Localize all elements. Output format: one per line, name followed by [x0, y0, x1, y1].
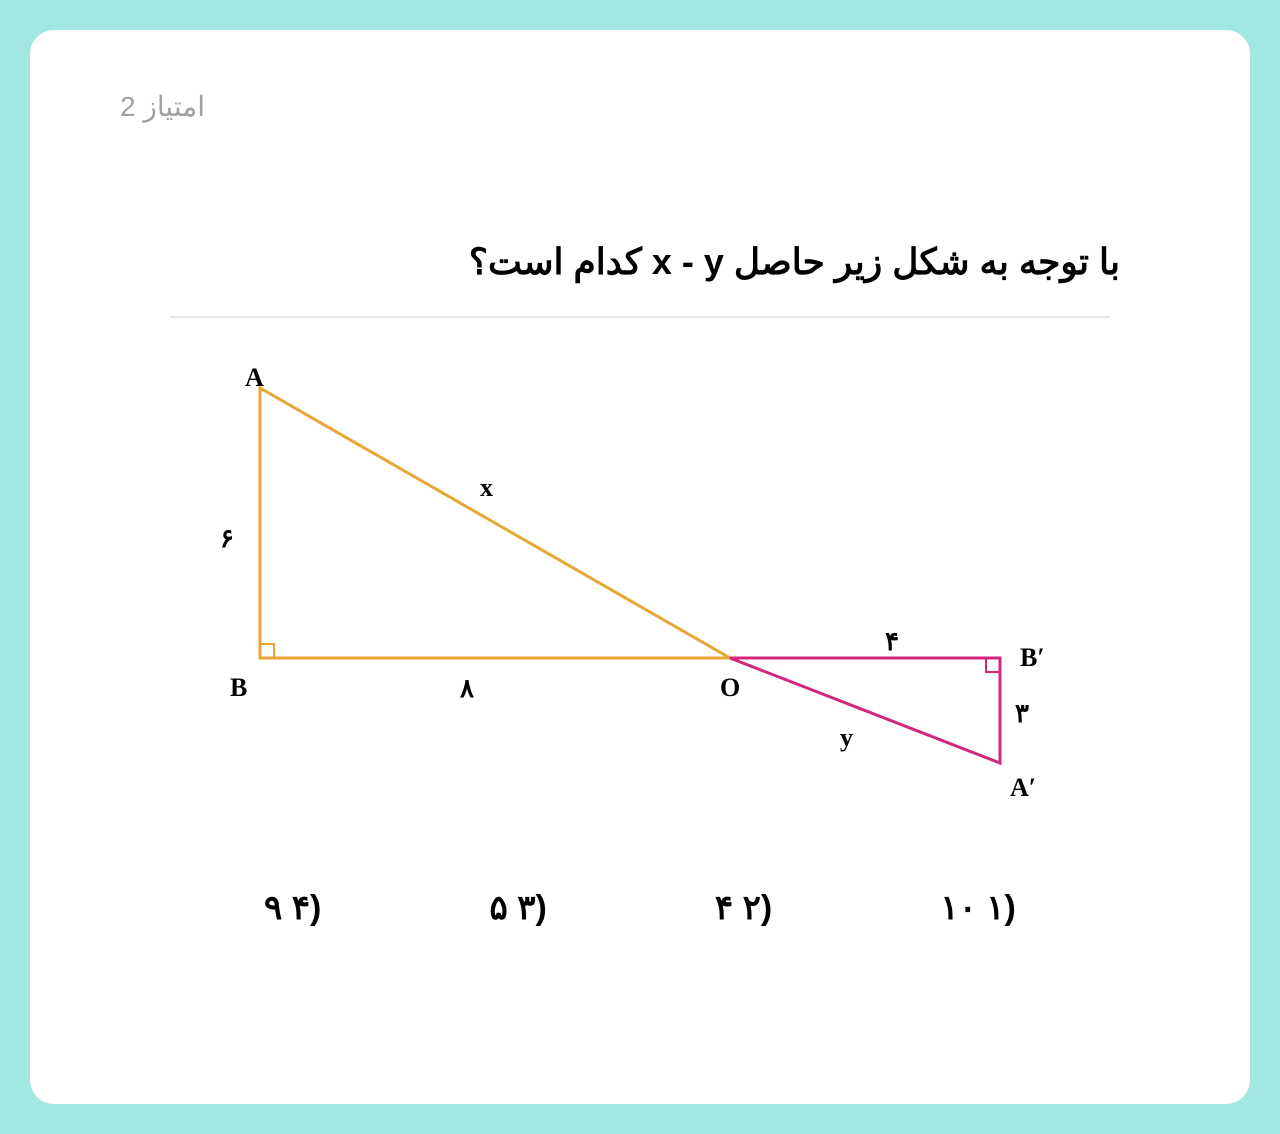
option-2-value: ۴: [715, 889, 733, 927]
label-b: B: [230, 673, 247, 703]
label-side-bo: ۸: [460, 673, 474, 704]
option-4-num: ۴): [292, 889, 322, 927]
question-text: با توجه به شکل زیر حاصل x - y کدام است؟: [120, 233, 1160, 291]
option-1[interactable]: ۱۰ ۱): [940, 888, 1016, 928]
small-triangle: [730, 658, 1000, 763]
option-3-value: ۵: [489, 889, 507, 927]
label-aprime: A′: [1010, 773, 1036, 803]
diagram-svg: [200, 368, 1080, 798]
label-bprime: B′: [1020, 643, 1045, 673]
right-angle-marker-b: [260, 644, 274, 658]
right-angle-marker-bprime: [986, 658, 1000, 672]
label-side-obp: ۴: [885, 626, 899, 657]
options-row: ۱۰ ۱) ۴ ۲) ۵ ۳) ۹ ۴): [120, 888, 1160, 928]
points-label: 2 امتیاز: [120, 90, 1160, 123]
option-1-value: ۱۰: [940, 889, 977, 927]
label-side-bpap: ۳: [1015, 698, 1029, 729]
diagram-container: A B x ۶ ۸ O B′ A′ y ۴ ۳: [120, 368, 1160, 798]
label-x: x: [480, 473, 493, 503]
option-4-value: ۹: [264, 889, 282, 927]
option-3[interactable]: ۵ ۳): [489, 888, 546, 928]
large-triangle: [260, 388, 730, 658]
question-card: 2 امتیاز با توجه به شکل زیر حاصل x - y ک…: [30, 30, 1250, 1104]
option-4[interactable]: ۹ ۴): [264, 888, 321, 928]
label-a: A: [245, 363, 264, 393]
option-3-num: ۳): [517, 889, 547, 927]
label-o: O: [720, 673, 740, 703]
option-1-num: ۱): [986, 889, 1016, 927]
label-side-ab: ۶: [220, 523, 234, 554]
option-2[interactable]: ۴ ۲): [715, 888, 772, 928]
divider: [170, 316, 1110, 318]
option-2-num: ۲): [743, 889, 773, 927]
geometry-diagram: A B x ۶ ۸ O B′ A′ y ۴ ۳: [200, 368, 1080, 798]
label-y: y: [840, 723, 853, 753]
